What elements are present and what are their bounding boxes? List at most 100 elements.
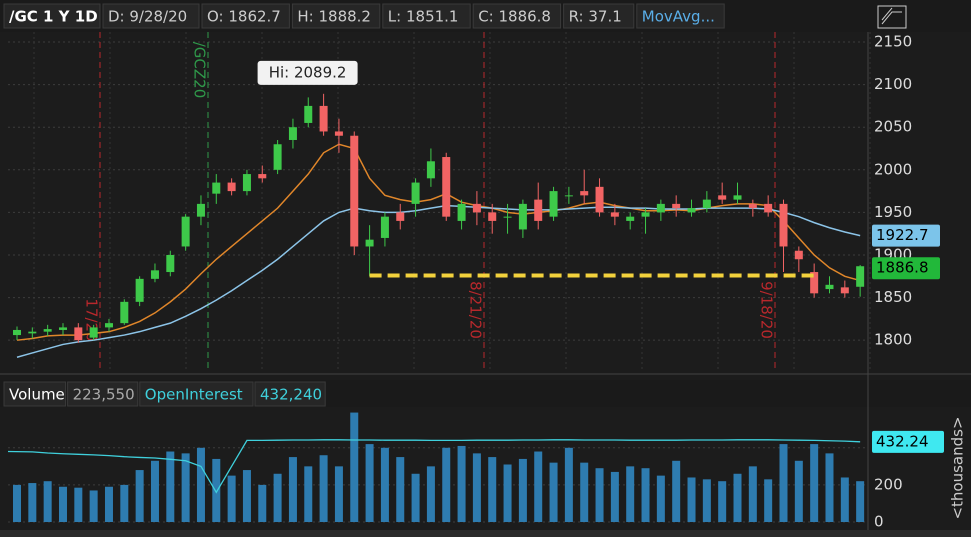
volume-bar xyxy=(365,444,374,522)
volume-bar xyxy=(350,412,359,522)
hi-callout-box xyxy=(257,60,358,85)
candle-body xyxy=(13,329,21,336)
open-interest-line xyxy=(7,439,861,494)
volume-bar xyxy=(610,471,619,522)
candle-body xyxy=(104,323,113,328)
y-tick-label: 2000 xyxy=(874,160,912,178)
y-tick-label: 2100 xyxy=(874,75,912,93)
candle-body xyxy=(304,105,313,123)
volume-bar xyxy=(794,460,803,522)
header-cell xyxy=(472,3,562,29)
candle-body xyxy=(74,327,83,341)
candle-body xyxy=(825,284,834,290)
volume-bar xyxy=(840,477,849,522)
volume-header-field: 432,240 xyxy=(260,386,322,404)
price-tag-label: 1922.7 xyxy=(876,226,929,244)
header-cell xyxy=(382,3,471,29)
volume-bar xyxy=(43,481,52,522)
icon-frame[interactable] xyxy=(877,5,907,29)
y-tick-label: 0 xyxy=(874,513,884,531)
candle-body xyxy=(334,131,343,136)
volume-bar xyxy=(74,487,83,522)
candle-body xyxy=(120,301,129,324)
volume-bar xyxy=(426,466,435,522)
volume-bar xyxy=(442,447,451,522)
volume-bar xyxy=(641,468,650,522)
volume-bar xyxy=(748,466,757,522)
volume-bar xyxy=(503,464,512,522)
candle-body xyxy=(319,105,328,132)
volume-bar xyxy=(380,447,389,522)
volume-bar xyxy=(564,447,573,522)
volume-bar xyxy=(181,453,190,522)
candle-body xyxy=(242,174,251,192)
volume-bar xyxy=(488,457,497,522)
volume-axis-label: <thousands> xyxy=(949,416,967,519)
volume-bar xyxy=(304,466,313,522)
volume-bar xyxy=(150,460,159,522)
hi-callout: Hi: 2089.2 xyxy=(269,63,347,81)
header-cell xyxy=(563,3,635,29)
volume-bar xyxy=(242,470,251,522)
volume-bar xyxy=(166,451,175,522)
volume-header-cell xyxy=(139,381,254,407)
date-marker-label: 8/21/20 xyxy=(467,281,485,339)
volume-header-cell xyxy=(3,381,67,407)
candle-body xyxy=(166,254,175,273)
oi-tag-label: 432.24 xyxy=(876,432,929,450)
y-tick-label: 2150 xyxy=(874,33,912,51)
candle-body xyxy=(626,216,635,221)
y-tick-label: 1950 xyxy=(874,203,912,221)
y-tick-label: 1850 xyxy=(874,288,912,306)
volume-bar xyxy=(764,479,773,522)
volume-bar xyxy=(718,481,727,522)
volume-bar xyxy=(856,481,865,522)
icon-glyph xyxy=(881,7,902,25)
volume-bar xyxy=(396,457,405,522)
volume-header-cell xyxy=(254,381,326,407)
candle-body xyxy=(549,191,558,217)
volume-bar xyxy=(825,453,834,522)
candle-body xyxy=(748,203,757,209)
volume-bar xyxy=(626,466,635,522)
volume-bar xyxy=(273,473,282,522)
volume-bar xyxy=(319,455,328,522)
volume-bar xyxy=(104,486,113,522)
header-cell xyxy=(3,3,101,29)
volume-bar xyxy=(120,484,129,522)
candle-body xyxy=(856,266,865,287)
settings-icon[interactable] xyxy=(877,5,907,29)
candle-body xyxy=(288,127,297,140)
candle-body xyxy=(733,195,742,200)
volume-bar xyxy=(580,462,589,522)
candle-body xyxy=(641,212,650,217)
volume-bar xyxy=(196,447,205,522)
volume-bar xyxy=(212,458,221,522)
volume-bar xyxy=(672,460,681,522)
header-cell xyxy=(102,3,200,29)
candle-body xyxy=(212,182,221,194)
header-cell xyxy=(201,3,290,29)
candle-body xyxy=(411,182,420,204)
header-field: O: 1862.7 xyxy=(207,8,281,26)
candle-body xyxy=(610,212,619,217)
volume-bar xyxy=(549,462,558,522)
candle-body xyxy=(457,203,466,221)
candle-body xyxy=(196,203,205,217)
candle-body xyxy=(580,191,589,196)
candle-body xyxy=(28,331,37,334)
volume-bar xyxy=(534,451,543,522)
bottom-strip xyxy=(0,530,971,537)
candle-body xyxy=(43,329,52,332)
candle-body xyxy=(764,203,773,213)
candle-body xyxy=(380,216,389,238)
candle-body xyxy=(58,327,67,330)
candle-body xyxy=(150,270,159,279)
volume-bar xyxy=(733,473,742,522)
y-tick-label: 1800 xyxy=(874,331,912,349)
header-cell[interactable] xyxy=(636,3,725,29)
candle-body xyxy=(488,212,497,221)
candle-body xyxy=(426,161,435,179)
volume-bar xyxy=(810,444,819,522)
